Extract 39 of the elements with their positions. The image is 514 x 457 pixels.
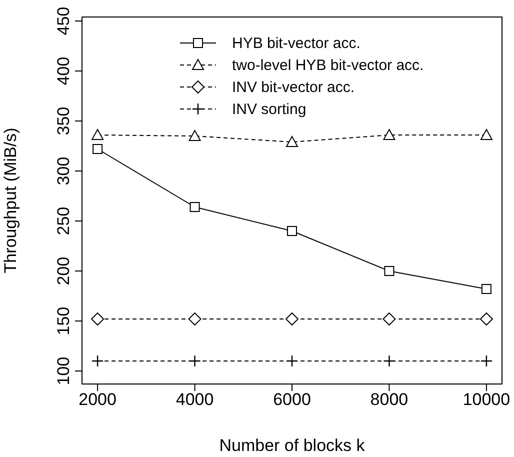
point bbox=[92, 129, 104, 140]
x-axis-title: Number of blocks k bbox=[219, 436, 366, 455]
point bbox=[480, 312, 493, 326]
y-tick-label: 300 bbox=[54, 156, 73, 186]
x-tick-label: 10000 bbox=[462, 390, 510, 410]
point bbox=[188, 312, 202, 326]
point bbox=[188, 130, 201, 141]
point bbox=[287, 226, 297, 236]
y-tick-label: 450 bbox=[54, 6, 73, 36]
point bbox=[190, 202, 200, 212]
y-tick-label: 100 bbox=[54, 356, 73, 386]
x-tick-label: 2000 bbox=[78, 390, 116, 410]
point bbox=[286, 136, 298, 147]
point bbox=[481, 284, 492, 294]
point bbox=[286, 312, 298, 326]
legend-label: HYB bit-vector acc. bbox=[232, 34, 360, 52]
y-tick-label: 150 bbox=[54, 306, 73, 336]
y-axis-title: Throughput (MiB/s) bbox=[1, 128, 20, 274]
y-tick-label: 400 bbox=[54, 56, 73, 86]
point bbox=[91, 312, 104, 326]
point bbox=[92, 144, 103, 154]
point bbox=[382, 312, 396, 326]
y-tick-label: 200 bbox=[54, 256, 73, 286]
x-tick-label: 8000 bbox=[370, 390, 408, 410]
legend-label: two-level HYB bit-vector acc. bbox=[232, 56, 424, 74]
point bbox=[188, 354, 201, 368]
point bbox=[480, 129, 492, 140]
point bbox=[383, 129, 396, 140]
point bbox=[384, 266, 394, 276]
x-tick-label: 4000 bbox=[176, 390, 214, 410]
point bbox=[91, 354, 104, 368]
point bbox=[480, 354, 493, 368]
point bbox=[286, 354, 298, 368]
legend-label: INV sorting bbox=[232, 100, 306, 118]
x-tick-label: 6000 bbox=[273, 390, 311, 410]
y-tick-label: 350 bbox=[54, 106, 73, 136]
legend-label: INV bit-vector acc. bbox=[232, 78, 355, 96]
point bbox=[383, 354, 396, 368]
y-tick-label: 250 bbox=[54, 206, 73, 236]
